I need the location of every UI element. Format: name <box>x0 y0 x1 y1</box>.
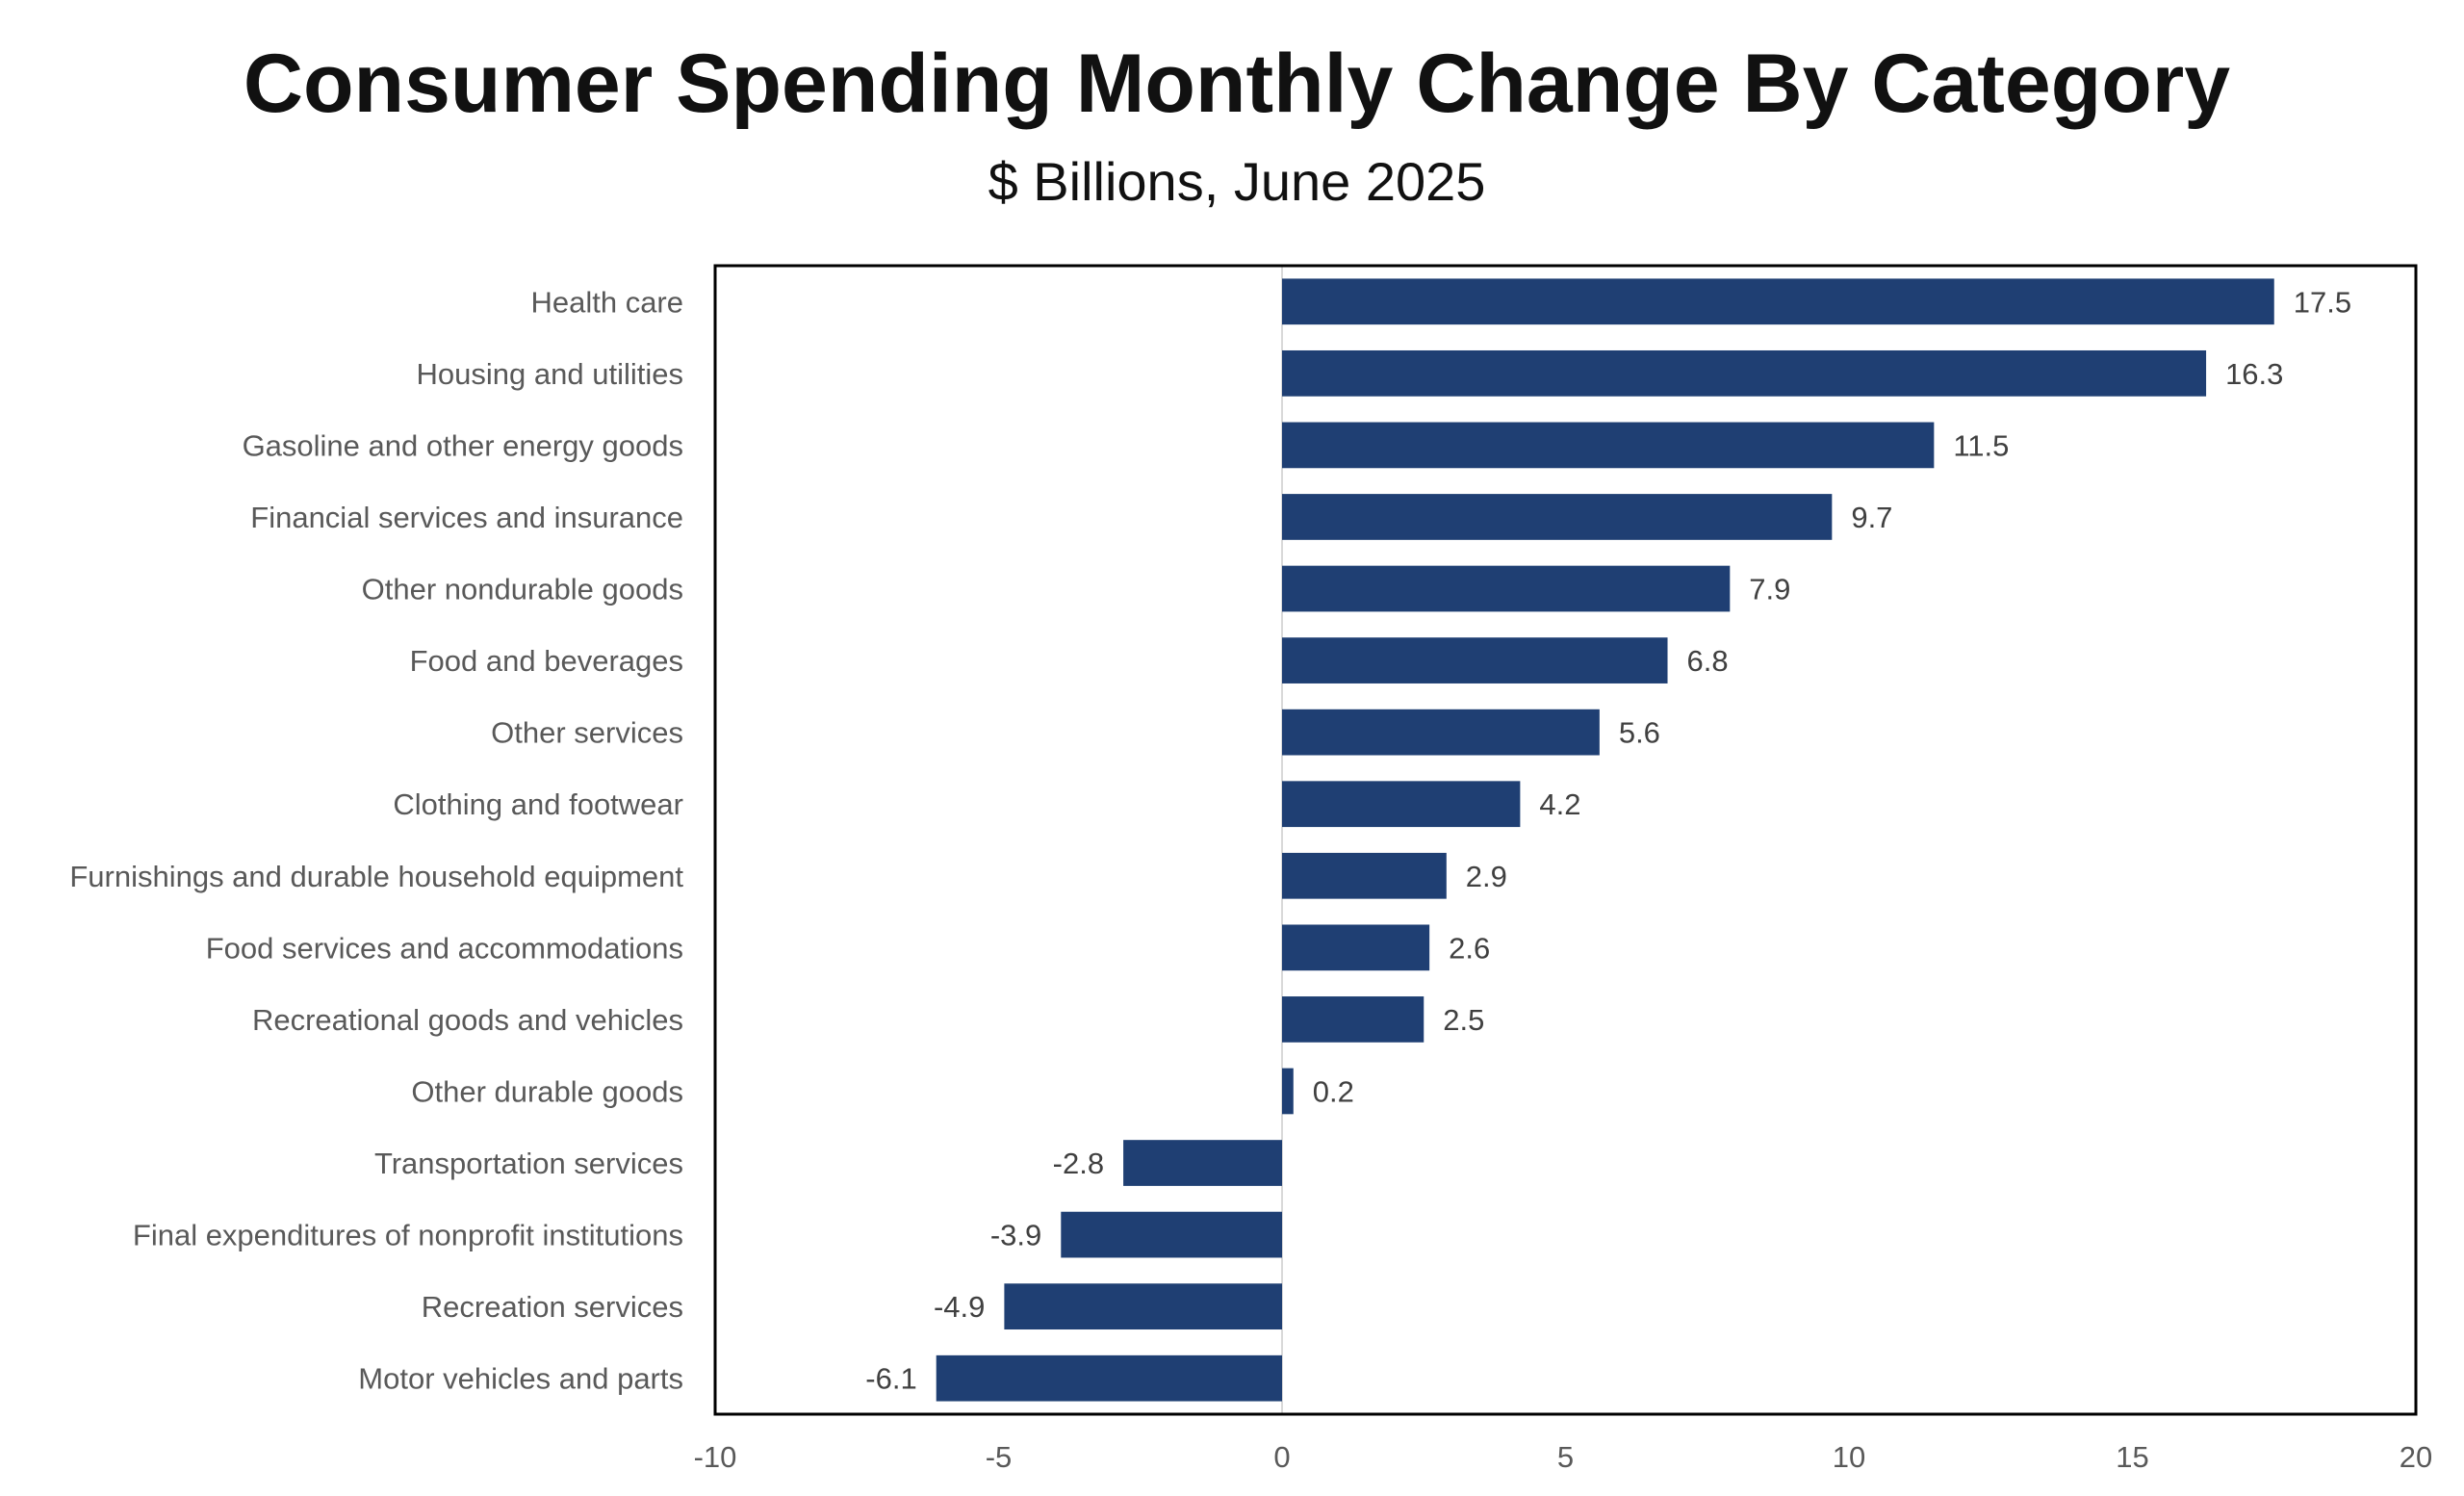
category-label: Clothing and footwear <box>393 787 683 821</box>
category-label: Other nondurable goods <box>362 573 683 606</box>
data-label: 11.5 <box>1953 428 2009 462</box>
data-label: 17.5 <box>2294 285 2351 319</box>
data-label: 9.7 <box>1851 501 1892 534</box>
bar <box>1004 1283 1282 1330</box>
bar <box>1282 781 1521 828</box>
data-label: 7.9 <box>1749 573 1790 606</box>
bar <box>1282 349 2207 397</box>
data-label: 2.9 <box>1466 860 1507 893</box>
category-label: Recreation services <box>422 1290 683 1324</box>
x-tick-label: -10 <box>694 1440 737 1474</box>
bar <box>1282 637 1668 684</box>
data-label: 0.2 <box>1313 1074 1354 1108</box>
bar <box>1282 422 1935 469</box>
data-label: -3.9 <box>990 1219 1041 1252</box>
category-label: Housing and utilities <box>417 357 683 391</box>
bar <box>1282 278 2274 325</box>
category-label: Furnishings and durable household equipm… <box>69 860 683 893</box>
category-label: Other services <box>491 716 683 750</box>
category-label: Motor vehicles and parts <box>358 1362 683 1396</box>
category-label: Food and beverages <box>410 644 683 678</box>
chart-subtitle: $ Billions, June 2025 <box>988 151 1486 212</box>
category-label: Health care <box>530 285 683 319</box>
data-label: 2.5 <box>1443 1003 1484 1037</box>
x-tick-label: 20 <box>2400 1440 2432 1474</box>
bar <box>1282 852 1447 899</box>
x-tick-label: 15 <box>2116 1440 2148 1474</box>
bar <box>936 1354 1282 1402</box>
data-label: 4.2 <box>1539 787 1580 821</box>
bar <box>1282 996 1424 1043</box>
category-label: Final expenditures of nonprofit institut… <box>133 1219 683 1252</box>
x-tick-label: 10 <box>1833 1440 1865 1474</box>
data-label: -6.1 <box>865 1362 916 1396</box>
category-label: Recreational goods and vehicles <box>252 1003 683 1037</box>
x-tick-label: -5 <box>986 1440 1013 1474</box>
data-label: 2.6 <box>1449 931 1490 965</box>
data-label: 6.8 <box>1687 644 1729 678</box>
bar <box>1282 1068 1294 1115</box>
x-tick-label: 0 <box>1273 1440 1290 1474</box>
chart-title: Consumer Spending Monthly Change By Cate… <box>243 38 2231 130</box>
bar <box>1282 494 1833 540</box>
category-label: Food services and accommodations <box>206 931 683 965</box>
data-label: 5.6 <box>1619 716 1660 750</box>
data-label: -4.9 <box>934 1290 985 1324</box>
category-label: Gasoline and other energy goods <box>243 428 683 462</box>
bar <box>1123 1140 1282 1186</box>
bar <box>1282 565 1731 612</box>
category-label: Financial services and insurance <box>250 501 683 534</box>
bar <box>1282 924 1430 971</box>
plot-border <box>713 264 2418 1416</box>
data-label: 16.3 <box>2225 357 2283 391</box>
category-label: Transportation services <box>374 1147 683 1180</box>
bar <box>1282 709 1600 756</box>
data-label: -2.8 <box>1053 1147 1104 1180</box>
x-tick-label: 5 <box>1557 1440 1574 1474</box>
category-label: Other durable goods <box>411 1074 683 1108</box>
bar <box>1061 1211 1282 1258</box>
